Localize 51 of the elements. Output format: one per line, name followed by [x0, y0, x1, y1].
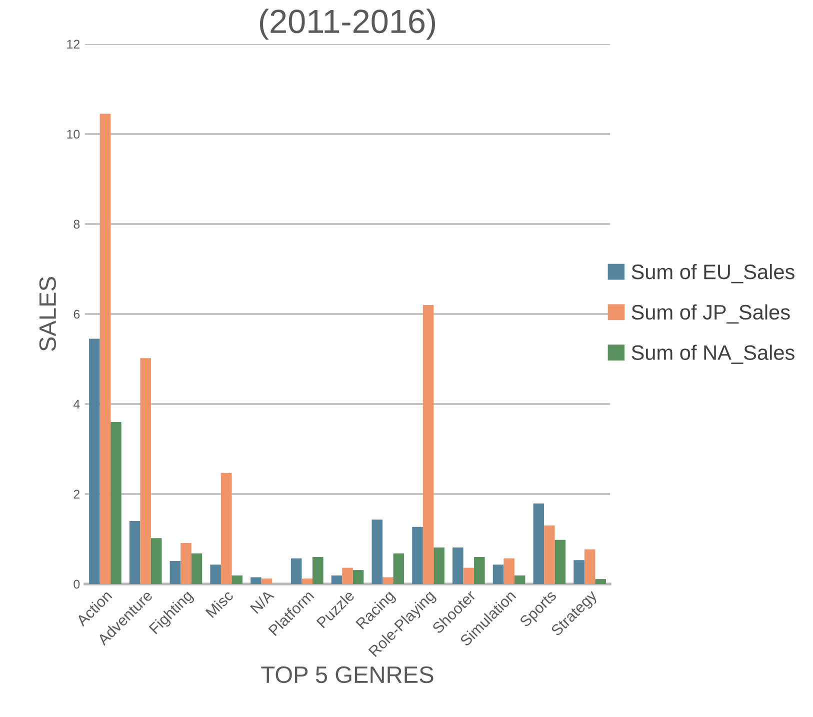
bar [372, 520, 382, 584]
bar [422, 305, 434, 584]
bar [210, 564, 221, 584]
bar [342, 568, 353, 584]
legend-label: Sum of EU_Sales [632, 264, 794, 284]
bar [191, 553, 202, 584]
y-tick-label: 6 [74, 310, 80, 319]
y-tick-label: 10 [67, 130, 80, 139]
bar [554, 540, 566, 584]
legend-label: Sum of NA_Sales [632, 344, 794, 364]
bar [584, 549, 596, 584]
bar [452, 548, 464, 584]
bar [474, 557, 485, 584]
y-tick-label: 8 [74, 220, 80, 229]
bar [110, 422, 122, 584]
bar [331, 575, 342, 584]
bar [250, 577, 262, 584]
bar [434, 548, 444, 584]
legend-label: Sum of JP_Sales [632, 304, 790, 324]
bar [261, 578, 272, 584]
chart-title: (2011-2016) [260, 8, 436, 40]
bar [514, 575, 526, 584]
bar [312, 557, 324, 584]
bar [150, 538, 162, 584]
bar [412, 526, 423, 584]
bar [382, 577, 394, 584]
y-tick-label: 0 [74, 580, 80, 589]
bar [504, 558, 514, 584]
bar [180, 543, 192, 584]
bar [533, 503, 544, 584]
bar [544, 526, 555, 584]
bar [89, 338, 100, 584]
y-tick-label: 2 [74, 490, 80, 499]
bar [492, 564, 504, 584]
x-axis-title: TOP 5 GENRES [261, 666, 434, 684]
y-tick-label: 4 [73, 400, 80, 409]
bar [352, 570, 364, 584]
bar [302, 578, 312, 584]
bar [463, 568, 474, 584]
bar [140, 358, 151, 584]
bar [170, 561, 181, 584]
bar [595, 579, 606, 584]
y-tick-label: 12 [67, 40, 80, 49]
bar [290, 558, 302, 584]
bar [393, 553, 404, 584]
bar [574, 560, 584, 584]
bar [100, 114, 111, 584]
y-axis-title: SALES [39, 277, 56, 351]
bar [232, 575, 242, 584]
bar [220, 472, 232, 584]
bar [129, 521, 140, 584]
